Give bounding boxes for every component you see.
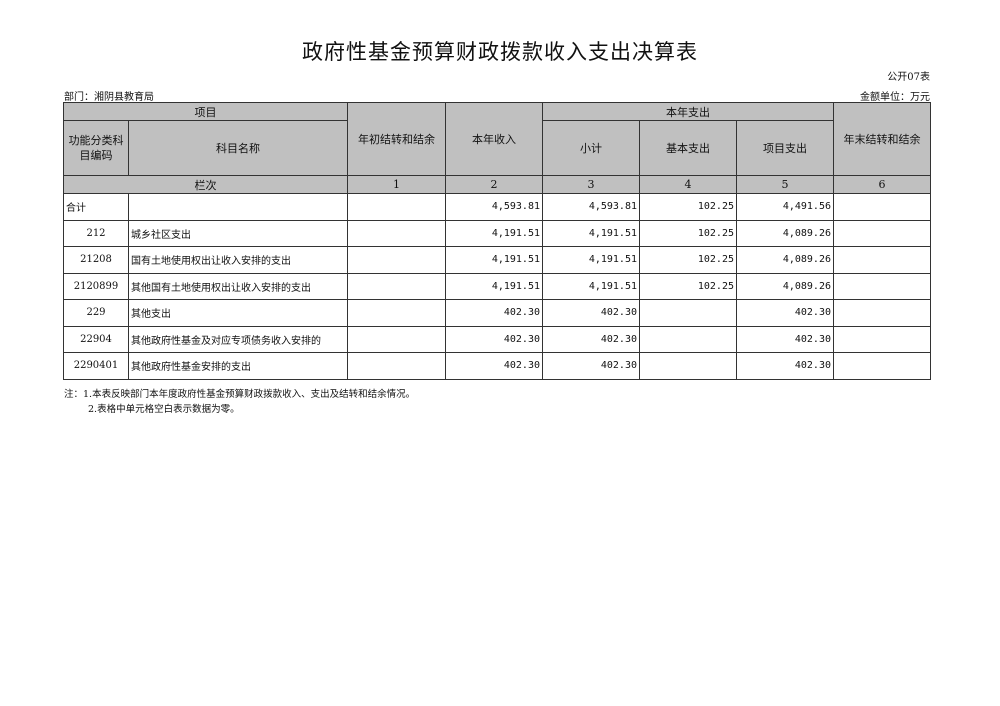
project-cell: 402.30 xyxy=(736,352,834,380)
basic-cell xyxy=(639,352,737,380)
col-number: 1 xyxy=(347,175,446,194)
header-expenditure: 本年支出 xyxy=(542,102,834,121)
table-row: 229 其他支出 402.30 402.30 402.30 xyxy=(63,299,931,327)
notes: 注：1.本表反映部门本年度政府性基金预算财政拨款收入、支出及结转和结余情况。 2… xyxy=(64,387,415,417)
form-code: 公开07表 xyxy=(887,72,930,83)
code-cell: 229 xyxy=(63,299,129,327)
closing-balance-cell xyxy=(833,193,931,221)
name-cell xyxy=(128,193,348,221)
col-number: 2 xyxy=(445,175,543,194)
basic-cell: 102.25 xyxy=(639,272,737,300)
opening-balance-cell xyxy=(347,272,446,300)
income-cell: 4,593.81 xyxy=(445,193,543,221)
code-cell: 合计 xyxy=(63,193,129,221)
subtotal-cell: 4,191.51 xyxy=(542,219,640,247)
opening-balance-cell xyxy=(347,325,446,353)
header-basic: 基本支出 xyxy=(639,120,737,176)
opening-balance-cell xyxy=(347,219,446,247)
name-cell: 其他支出 xyxy=(128,299,348,327)
col-number: 5 xyxy=(736,175,834,194)
opening-balance-cell xyxy=(347,352,446,380)
closing-balance-cell xyxy=(833,325,931,353)
subtotal-cell: 4,191.51 xyxy=(542,272,640,300)
name-cell: 其他政府性基金安排的支出 xyxy=(128,352,348,380)
header-subject-name: 科目名称 xyxy=(128,120,348,176)
code-cell: 22904 xyxy=(63,325,129,353)
table-row: 2290401 其他政府性基金安排的支出 402.30 402.30 402.30 xyxy=(63,352,931,380)
table-row: 22904 其他政府性基金及对应专项债务收入安排的 402.30 402.30 402.… xyxy=(63,325,931,353)
col-number: 3 xyxy=(542,175,640,194)
header-income: 本年收入 xyxy=(445,102,543,176)
col-number: 4 xyxy=(639,175,737,194)
page-title: 政府性基金预算财政拨款收入支出决算表 xyxy=(302,40,698,64)
subtotal-cell: 402.30 xyxy=(542,299,640,327)
income-cell: 4,191.51 xyxy=(445,219,543,247)
table-row: 合计 4,593.81 4,593.81 102.25 4,491.56 xyxy=(63,193,931,221)
unit-label: 金额单位：万元 xyxy=(860,92,930,103)
basic-cell xyxy=(639,299,737,327)
project-cell: 4,491.56 xyxy=(736,193,834,221)
opening-balance-cell xyxy=(347,246,446,274)
note-2: 2.表格中单元格空白表示数据为零。 xyxy=(88,404,240,415)
basic-cell: 102.25 xyxy=(639,219,737,247)
project-cell: 402.30 xyxy=(736,325,834,353)
income-cell: 4,191.51 xyxy=(445,272,543,300)
basic-cell: 102.25 xyxy=(639,246,737,274)
department-label: 部门：湘阴县教育局 xyxy=(64,92,154,103)
budget-table: 项目 年初结转和结余 本年收入 本年支出 年末结转和结余 功能分类科目编码 科目… xyxy=(63,102,931,380)
col-number: 6 xyxy=(833,175,931,194)
header-func-code: 功能分类科目编码 xyxy=(63,120,129,176)
project-cell: 4,089.26 xyxy=(736,246,834,274)
header-column-no: 栏次 xyxy=(63,175,348,194)
header-subtotal: 小计 xyxy=(542,120,640,176)
table-row: 21208 国有土地使用权出让收入安排的支出 4,191.51 4,191.51 102… xyxy=(63,246,931,274)
closing-balance-cell xyxy=(833,352,931,380)
header-item: 项目 xyxy=(63,102,348,121)
name-cell: 其他国有土地使用权出让收入安排的支出 xyxy=(128,272,348,300)
closing-balance-cell xyxy=(833,299,931,327)
closing-balance-cell xyxy=(833,246,931,274)
code-cell: 2290401 xyxy=(63,352,129,380)
name-cell: 其他政府性基金及对应专项债务收入安排的 xyxy=(128,325,348,353)
closing-balance-cell xyxy=(833,272,931,300)
income-cell: 4,191.51 xyxy=(445,246,543,274)
table-row: 2120899 其他国有土地使用权出让收入安排的支出 4,191.51 4,191.5… xyxy=(63,272,931,300)
subtotal-cell: 402.30 xyxy=(542,352,640,380)
basic-cell: 102.25 xyxy=(639,193,737,221)
subtotal-cell: 4,593.81 xyxy=(542,193,640,221)
table-row: 212 城乡社区支出 4,191.51 4,191.51 102.25 4,089.26 xyxy=(63,219,931,247)
code-cell: 2120899 xyxy=(63,272,129,300)
subtotal-cell: 402.30 xyxy=(542,325,640,353)
opening-balance-cell xyxy=(347,299,446,327)
header-opening-balance: 年初结转和结余 xyxy=(347,102,446,176)
name-cell: 国有土地使用权出让收入安排的支出 xyxy=(128,246,348,274)
note-1: 注：1.本表反映部门本年度政府性基金预算财政拨款收入、支出及结转和结余情况。 xyxy=(64,389,416,400)
income-cell: 402.30 xyxy=(445,325,543,353)
opening-balance-cell xyxy=(347,193,446,221)
header-closing-balance: 年末结转和结余 xyxy=(833,102,931,176)
closing-balance-cell xyxy=(833,219,931,247)
project-cell: 4,089.26 xyxy=(736,272,834,300)
project-cell: 4,089.26 xyxy=(736,219,834,247)
code-cell: 21208 xyxy=(63,246,129,274)
subtotal-cell: 4,191.51 xyxy=(542,246,640,274)
code-cell: 212 xyxy=(63,219,129,247)
project-cell: 402.30 xyxy=(736,299,834,327)
basic-cell xyxy=(639,325,737,353)
income-cell: 402.30 xyxy=(445,352,543,380)
header-project: 项目支出 xyxy=(736,120,834,176)
income-cell: 402.30 xyxy=(445,299,543,327)
name-cell: 城乡社区支出 xyxy=(128,219,348,247)
